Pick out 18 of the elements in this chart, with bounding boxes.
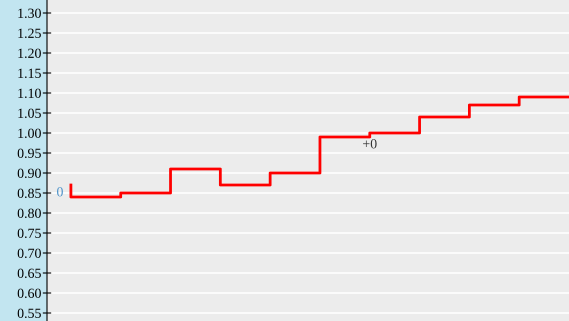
y-tick-label: 0.65 (18, 268, 41, 278)
y-tick-label: 1.25 (18, 28, 41, 38)
y-tick-label: 0.70 (18, 248, 41, 258)
y-tick-label: 1.20 (18, 48, 41, 58)
y-tick-label: 0.75 (18, 228, 41, 238)
y-tick-label: 1.10 (18, 88, 41, 98)
y-tick-label: 1.00 (18, 128, 41, 138)
annotation: +0 (363, 139, 377, 148)
y-tick-label: 0.90 (18, 168, 41, 178)
y-tick-label: 0.85 (18, 188, 41, 198)
y-tick-label: 0.80 (18, 208, 41, 218)
y-tick-label: 0.60 (18, 288, 41, 298)
y-tick-label: 0.55 (18, 308, 41, 318)
y-tick-label: 1.15 (18, 68, 41, 78)
y-tick-label: 1.05 (18, 108, 41, 118)
y-tick-label: 1.30 (18, 8, 41, 18)
annotation: 0 (57, 187, 63, 196)
y-tick-label: 0.95 (18, 148, 41, 158)
